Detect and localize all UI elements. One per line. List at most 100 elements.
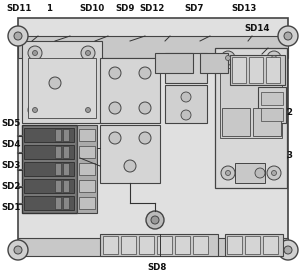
Bar [245, 236, 260, 254]
Bar [100, 125, 160, 183]
Bar [55, 163, 61, 175]
Bar [79, 129, 95, 141]
Bar [55, 146, 61, 158]
Bar [225, 234, 283, 256]
Bar [165, 53, 207, 83]
Bar [55, 180, 61, 192]
Bar [79, 197, 95, 209]
Bar [79, 146, 95, 158]
Circle shape [32, 108, 38, 113]
Bar [55, 129, 61, 141]
Text: SD4: SD4 [2, 140, 21, 149]
Text: SD12: SD12 [140, 4, 165, 13]
Text: SD8: SD8 [148, 264, 167, 272]
Bar [100, 58, 160, 123]
Bar [63, 146, 69, 158]
Bar [79, 180, 95, 192]
Circle shape [109, 102, 121, 114]
Bar [220, 68, 282, 138]
Bar [139, 236, 154, 254]
Bar [28, 58, 96, 118]
Circle shape [85, 108, 91, 113]
Bar [200, 53, 228, 73]
Text: SD2: SD2 [2, 182, 21, 191]
Text: SD5: SD5 [2, 119, 21, 128]
Circle shape [124, 160, 136, 172]
Bar [63, 180, 69, 192]
Text: SD7: SD7 [184, 4, 204, 13]
Circle shape [81, 46, 95, 60]
Bar [63, 197, 69, 209]
Circle shape [28, 46, 42, 60]
Bar [18, 238, 288, 256]
Bar [63, 163, 69, 175]
Circle shape [226, 170, 230, 175]
Circle shape [226, 56, 230, 61]
Bar [18, 36, 288, 58]
Circle shape [28, 103, 42, 117]
Bar [253, 108, 281, 136]
Circle shape [272, 56, 277, 61]
Bar [63, 129, 69, 141]
Bar [24, 196, 74, 210]
Bar [227, 236, 242, 254]
Bar [18, 18, 288, 256]
Circle shape [284, 246, 292, 254]
Bar [77, 125, 97, 213]
Bar [215, 48, 287, 188]
Bar [249, 57, 263, 83]
Bar [165, 85, 207, 123]
Circle shape [139, 67, 151, 79]
Text: SD10: SD10 [80, 4, 105, 13]
Text: 2: 2 [286, 108, 292, 117]
Bar [157, 236, 172, 254]
Text: SD1: SD1 [2, 203, 21, 212]
Circle shape [14, 246, 22, 254]
Circle shape [109, 132, 121, 144]
Circle shape [8, 26, 28, 46]
Circle shape [221, 51, 235, 65]
Circle shape [14, 32, 22, 40]
Circle shape [284, 32, 292, 40]
Text: SD3: SD3 [2, 161, 21, 170]
Bar [155, 53, 193, 73]
Bar [121, 236, 136, 254]
Bar [263, 236, 278, 254]
Circle shape [181, 92, 191, 102]
Bar [230, 55, 285, 85]
Text: SD9: SD9 [116, 4, 135, 13]
Circle shape [181, 110, 191, 120]
Circle shape [81, 103, 95, 117]
Circle shape [267, 51, 281, 65]
Bar [24, 128, 74, 142]
Circle shape [278, 26, 298, 46]
Text: 1: 1 [46, 4, 52, 13]
Bar [235, 163, 265, 183]
Circle shape [8, 240, 28, 260]
Circle shape [85, 51, 91, 56]
Bar [175, 236, 190, 254]
Bar [79, 163, 95, 175]
Circle shape [49, 77, 61, 89]
Circle shape [32, 51, 38, 56]
Bar [258, 87, 286, 123]
Circle shape [272, 170, 277, 175]
Circle shape [221, 166, 235, 180]
Bar [103, 236, 118, 254]
Text: SD13: SD13 [231, 4, 256, 13]
Circle shape [139, 102, 151, 114]
Bar [22, 41, 102, 123]
Circle shape [278, 240, 298, 260]
Circle shape [267, 166, 281, 180]
Circle shape [109, 67, 121, 79]
Text: SD14: SD14 [244, 24, 270, 33]
Bar [222, 108, 250, 136]
Bar [24, 179, 74, 193]
Bar [22, 125, 77, 213]
Bar [261, 108, 283, 121]
Bar [232, 57, 246, 83]
Bar [266, 57, 280, 83]
Bar [100, 234, 218, 256]
Circle shape [139, 132, 151, 144]
Text: 3: 3 [286, 151, 292, 160]
